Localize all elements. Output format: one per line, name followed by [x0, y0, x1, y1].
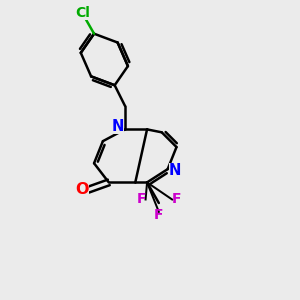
Text: F: F: [154, 208, 164, 222]
Text: N: N: [111, 119, 124, 134]
Text: N: N: [169, 163, 181, 178]
Text: F: F: [136, 193, 146, 206]
Text: O: O: [75, 182, 88, 197]
Text: F: F: [172, 193, 181, 206]
Text: Cl: Cl: [75, 6, 90, 20]
